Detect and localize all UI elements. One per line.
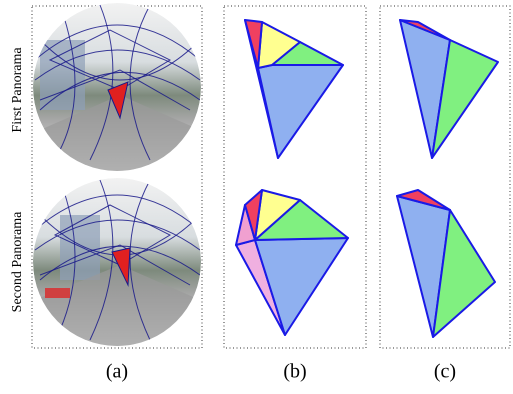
row-label: First Panorama [10,47,25,133]
mesh-diagram [400,20,498,158]
mesh-diagram [236,190,348,335]
figure: First Panorama Second Panorama [0,0,513,389]
mesh-diagram [245,20,343,158]
page: First Panorama Second Panorama [0,0,513,389]
mesh-diagram [397,190,495,337]
panel-label: (a) [106,361,128,383]
panel-label: (b) [283,361,306,383]
row-label: Second Panorama [10,211,25,312]
panorama-image [33,3,201,171]
panel-label: (c) [434,361,456,383]
panorama-image [33,178,201,346]
